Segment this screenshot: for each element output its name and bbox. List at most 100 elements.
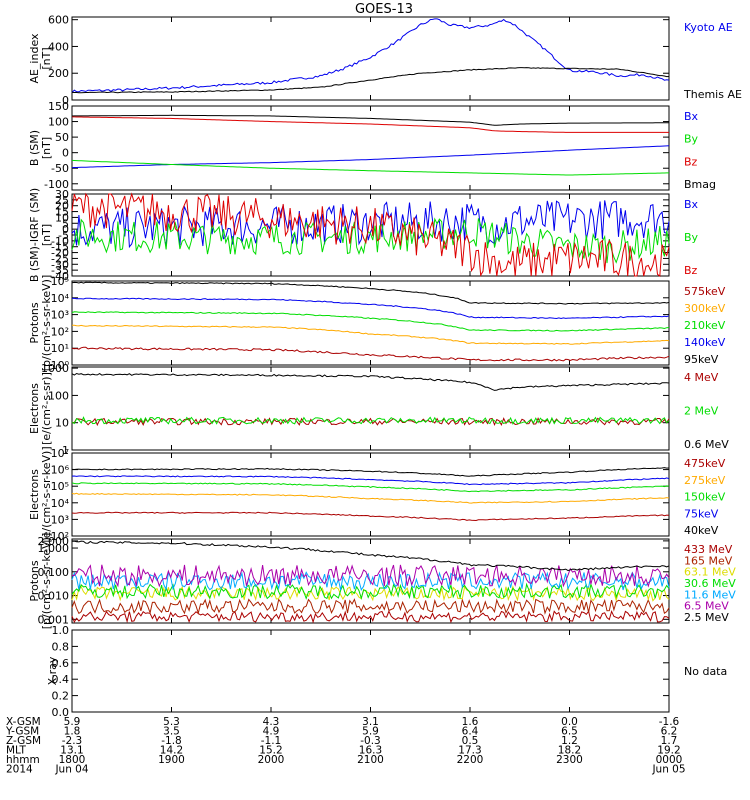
footer-cell: 18.2 <box>558 745 581 757</box>
series-line-210kev <box>71 311 670 332</box>
footer-cell: 2200 <box>457 754 484 766</box>
footer-row-label: Y-GSM <box>5 726 39 738</box>
y-tick-label: 10⁶ <box>51 464 70 477</box>
y-axis-label: [e/(cm²-s-sr-keV)] <box>40 446 53 542</box>
y-tick-label: 0.010 <box>38 590 70 603</box>
y-tick-label: 10³ <box>51 513 69 526</box>
series-line-95kev <box>71 281 670 305</box>
legend-label: 140keV <box>684 336 726 349</box>
footer-cell: 5.9 <box>362 726 379 738</box>
footer-cell: -1.1 <box>261 735 282 747</box>
y-axis-label: [nT] <box>40 137 53 159</box>
y-axis-label: AE_index <box>28 33 41 84</box>
footer-cell: 13.1 <box>60 745 83 757</box>
series-line-433-mev <box>71 609 670 624</box>
y-tick-label: 10¹ <box>51 342 69 355</box>
y-tick-label: 0.4 <box>52 673 70 686</box>
footer-cell: 2300 <box>556 754 583 766</box>
y-tick-label: 30 <box>55 188 69 201</box>
series-line-475kev <box>71 511 670 522</box>
y-tick-label: -50 <box>51 162 69 175</box>
y-tick-label: 5 <box>62 217 69 230</box>
footer-cell: 1.2 <box>561 735 578 747</box>
y-tick-label: 1.000 <box>38 542 70 555</box>
legend-label: 75keV <box>684 507 719 520</box>
footer-cell: 1.7 <box>661 735 678 747</box>
y-axis-label: [nT] <box>40 47 53 69</box>
series-line-140kev <box>72 297 670 320</box>
y-tick-label: 20 <box>55 200 69 213</box>
footer-cell: 3.1 <box>362 716 379 728</box>
y-tick-label: 0.2 <box>52 690 70 703</box>
series-line-by <box>71 217 670 264</box>
y-tick-label: 1000 <box>41 362 69 375</box>
legend-label: Bmag <box>684 178 716 191</box>
panel-electrons-kev: 10² 10³ 10⁴ 10⁵ 10⁶ 10⁷ Electrons [e/(cm²-s-sr-… <box>28 446 726 543</box>
legend-label: 165 MeV <box>684 554 733 567</box>
legend-label: Themis AE <box>683 88 742 101</box>
y-tick-label: 200 <box>48 67 69 80</box>
y-tick-label: 0 <box>62 147 69 160</box>
legend-label: Kyoto AE <box>684 21 733 34</box>
y-tick-label: 150 <box>48 100 69 113</box>
y-axis-label: B (SM)-IGRF (SM) <box>28 188 41 282</box>
legend-label: 150keV <box>684 491 726 504</box>
legend-label: By <box>684 231 699 244</box>
legend-label: 0.6 MeV <box>684 438 729 451</box>
y-tick-label: 1 <box>62 444 69 457</box>
y-tick-label: 1.0 <box>52 624 70 637</box>
y-axis-label: Protons <box>28 560 41 601</box>
footer-cell: -2.3 <box>62 735 83 747</box>
y-tick-label: 10⁵ <box>51 275 69 288</box>
y-axis-label: B (SM) <box>28 130 41 166</box>
y-tick-label: 10 <box>55 211 69 224</box>
legend-label: 2 MeV <box>684 405 719 418</box>
y-tick-label: 100 <box>48 389 69 402</box>
footer-cell: 5.9 <box>64 716 81 728</box>
series-line-by <box>71 159 669 176</box>
no-data-note: No data <box>684 665 727 678</box>
legend-label: 575keV <box>684 285 726 298</box>
series-line-63.1-mev <box>71 585 670 602</box>
footer-cell: 1900 <box>158 754 185 766</box>
series-line-0.6-mev <box>71 372 670 391</box>
y-tick-label: -10 <box>51 235 69 248</box>
y-tick-label: 0 <box>62 94 69 107</box>
panel-frame <box>71 366 670 451</box>
series-line-kyoto-ae <box>71 18 670 93</box>
y-tick-label: 0.100 <box>38 566 70 579</box>
footer-cell: -1.6 <box>659 716 680 728</box>
footer-cell: 0.5 <box>462 735 479 747</box>
y-tick-label: -100 <box>44 178 69 191</box>
series-line-2.5-mev <box>72 540 670 572</box>
series-line-40kev <box>71 467 670 477</box>
footer-cell: 4.3 <box>263 716 280 728</box>
y-tick-label: 100 <box>48 116 69 129</box>
y-tick-label: -30 <box>51 258 69 271</box>
y-tick-label: 0.001 <box>38 613 70 626</box>
legend-label: Bz <box>684 155 698 168</box>
y-tick-label: -25 <box>51 252 69 265</box>
legend-label: Bz <box>684 264 698 277</box>
series-line-bx <box>71 200 670 249</box>
legend-label: 210keV <box>684 319 726 332</box>
y-tick-label: 0.8 <box>52 640 70 653</box>
y-axis-label: X-ray <box>46 656 59 685</box>
y-tick-label: 0 <box>62 223 69 236</box>
series-line-bz <box>71 192 670 277</box>
footer-cell: 19.2 <box>657 745 680 757</box>
y-tick-label: 10⁷ <box>51 447 69 460</box>
legend-label: Bx <box>684 198 699 211</box>
y-tick-label: -35 <box>51 264 69 277</box>
y-tick-label: 2.000 <box>38 535 70 548</box>
footer-row-label: hhmm <box>6 754 40 766</box>
panel-bsm: -100 -50 0 50 100 150 B (SM) [nT] Bx By Bz Bmag <box>28 100 716 191</box>
y-tick-label: 10² <box>51 325 69 338</box>
y-axis-label: [p/(cm²-s-sr-keV)] <box>40 533 53 630</box>
legend-label: 30.6 MeV <box>684 577 736 590</box>
footer-cell: 1800 <box>59 754 86 766</box>
footer-cell: Jun 05 <box>651 764 685 776</box>
series-line-themis-ae <box>71 67 670 94</box>
y-tick-label: -40 <box>51 270 69 283</box>
